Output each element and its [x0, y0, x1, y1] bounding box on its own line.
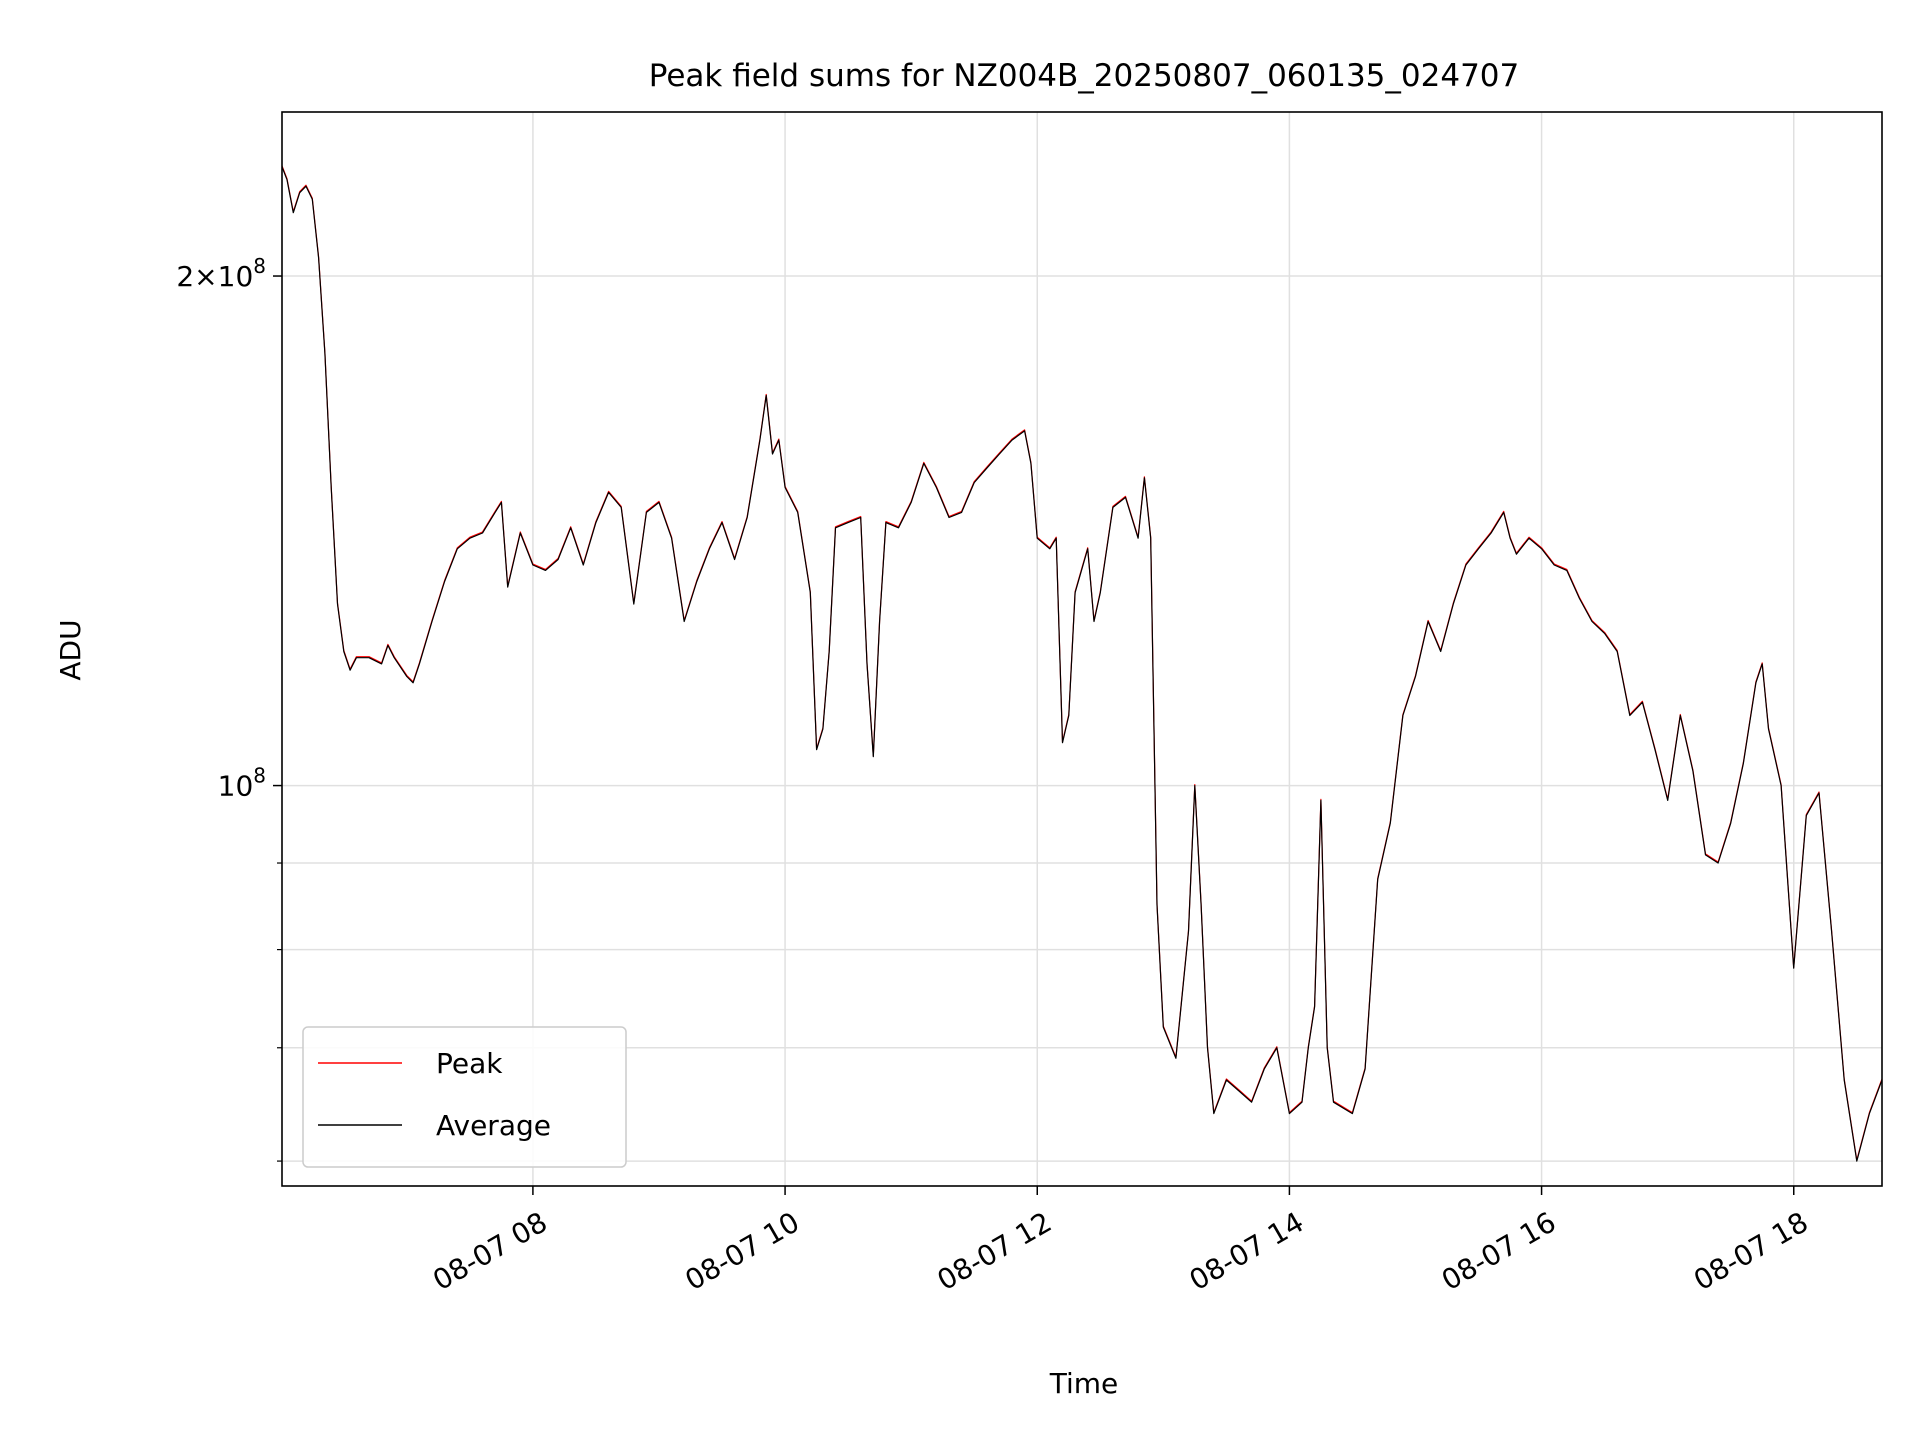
y-tick-label: 108 — [218, 764, 266, 803]
legend-label-average: Average — [436, 1109, 551, 1142]
y-axis-label: ADU — [54, 619, 87, 680]
series-layer — [281, 165, 1883, 1162]
y-tick-label: 2×108 — [176, 254, 266, 293]
grid — [282, 112, 1882, 1186]
legend-label-peak: Peak — [436, 1047, 503, 1080]
x-axis-label: Time — [1049, 1367, 1119, 1400]
plot-frame — [281, 111, 1883, 1187]
chart-title: Peak field sums for NZ004B_20250807_0601… — [649, 58, 1520, 94]
legend: Peak Average — [302, 1026, 627, 1168]
series-line-average — [281, 166, 1883, 1162]
legend-box — [302, 1026, 627, 1168]
y-axis-ticks: 108 2×108 — [176, 254, 282, 1162]
